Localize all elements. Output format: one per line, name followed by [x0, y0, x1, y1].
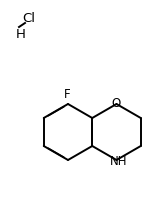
Text: F: F	[64, 88, 70, 101]
Text: O: O	[112, 97, 121, 110]
Text: H: H	[16, 27, 26, 40]
Text: Cl: Cl	[22, 12, 35, 24]
Text: NH: NH	[110, 155, 127, 168]
